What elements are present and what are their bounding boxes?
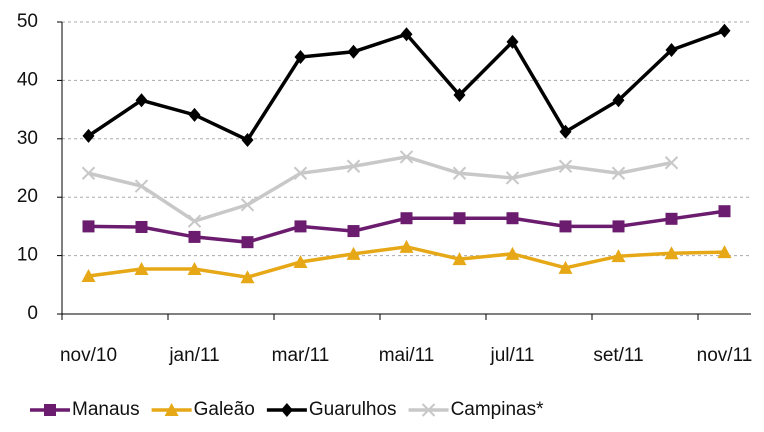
marker [188,107,201,122]
marker [82,220,95,233]
marker [81,269,96,283]
marker [134,262,149,276]
marker [718,205,731,218]
legend-label: Manaus [72,399,140,420]
marker [44,404,56,416]
legend-label: Campinas* [451,399,545,420]
marker [188,230,201,243]
x-tick-label: nov/10 [60,345,117,366]
marker [346,246,361,260]
marker [293,166,308,180]
marker [505,171,520,185]
y-tick-label: 50 [17,11,38,32]
legend: Manaus Galeão Guarulhos Campinas* [30,399,544,420]
marker [612,93,625,108]
marker [506,212,519,225]
marker [134,179,149,193]
y-tick-label: 40 [17,69,38,90]
marker [506,34,519,49]
marker [280,403,293,417]
x-tick-label: set/11 [593,345,643,366]
marker [399,150,414,164]
marker [164,403,179,416]
y-tick-label: 20 [17,186,38,207]
marker [294,220,307,233]
series-line [87,29,726,143]
y-tick-label: 10 [17,245,38,266]
marker [241,132,254,147]
legend-label: Guarulhos [309,399,397,420]
marker [240,198,255,212]
marker [240,270,255,284]
marker [399,239,414,253]
marker [347,225,360,238]
marker [559,124,572,139]
marker [452,252,467,266]
marker [665,43,678,58]
marker [505,246,520,260]
y-tick-label: 30 [17,128,38,149]
marker [187,214,202,228]
marker [665,212,678,225]
marker [611,249,626,263]
marker [717,245,732,259]
marker [81,166,96,180]
marker [400,212,413,225]
x-tick-label: nov/11 [697,345,753,366]
legend-label: Galeão [194,399,255,420]
marker [558,159,573,173]
x-tick-label: mar/11 [272,345,330,366]
marker [400,27,413,42]
marker [293,255,308,269]
marker [135,93,148,108]
marker [718,23,731,38]
marker [135,220,148,233]
x-tick-label: jan/11 [168,345,219,366]
marker [82,128,95,143]
marker [612,220,625,233]
marker [187,262,202,276]
x-tick-label: jul/11 [489,345,534,366]
marker [421,403,436,417]
marker [664,246,679,260]
x-tick-label: mai/11 [379,345,435,366]
marker [347,44,360,59]
marker [346,159,361,173]
marker [241,236,254,249]
marker [664,156,679,170]
marker [558,260,573,274]
marker [453,212,466,225]
marker [294,50,307,65]
marker [559,220,572,233]
marker [453,88,466,102]
series-line [88,155,672,224]
y-tick-label: 0 [27,303,38,324]
marker [452,166,467,180]
marker [611,166,626,180]
